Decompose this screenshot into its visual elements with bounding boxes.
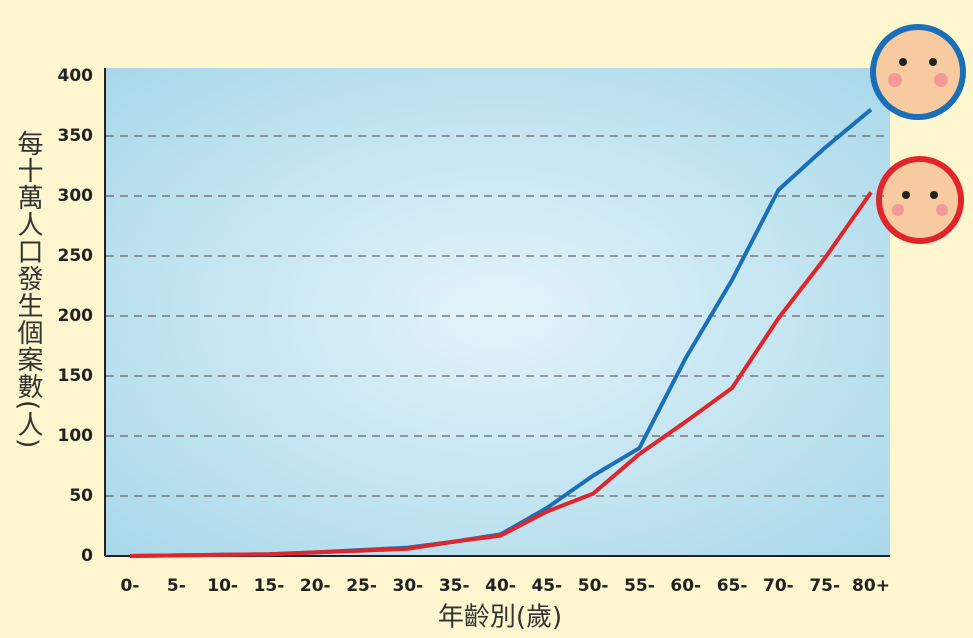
y-tick-label: 300: [58, 186, 94, 206]
old-woman-face: [876, 156, 964, 244]
y-tick-label: 100: [58, 426, 94, 446]
y-tick-label: 250: [58, 246, 94, 266]
x-tick-label: 20-: [300, 576, 331, 596]
x-tick-label: 75-: [809, 576, 840, 596]
x-tick-label: 10-: [207, 576, 238, 596]
old-man-face: [870, 24, 966, 120]
x-tick-label: 0-: [121, 576, 140, 596]
x-tick-label: 35-: [439, 576, 470, 596]
y-tick-label: 0: [81, 546, 93, 566]
x-tick-label: 5-: [167, 576, 186, 596]
data-line: [129, 191, 873, 558]
x-tick-label: 65-: [717, 576, 748, 596]
plot-background: [105, 68, 890, 556]
x-tick-label: 40-: [485, 576, 516, 596]
x-tick-label: 70-: [763, 576, 794, 596]
y-tick-label: 400: [58, 66, 94, 86]
x-tick-label: 45-: [531, 576, 562, 596]
x-tick-label: 30-: [393, 576, 424, 596]
x-tick-label: 60-: [670, 576, 701, 596]
x-axis-label: 年齡別(歲): [438, 603, 562, 633]
y-axis-label: 每十萬人口發生個案數(人): [13, 130, 43, 450]
y-tick-label: 150: [58, 366, 94, 386]
y-tick-label: 50: [69, 486, 93, 506]
y-tick-label: 350: [58, 126, 94, 146]
x-tick-label: 50-: [578, 576, 609, 596]
x-tick-label: 55-: [624, 576, 655, 596]
x-tick-label: 80+: [852, 576, 890, 596]
x-tick-label: 25-: [346, 576, 377, 596]
x-tick-label: 15-: [254, 576, 285, 596]
y-tick-label: 200: [58, 306, 94, 326]
